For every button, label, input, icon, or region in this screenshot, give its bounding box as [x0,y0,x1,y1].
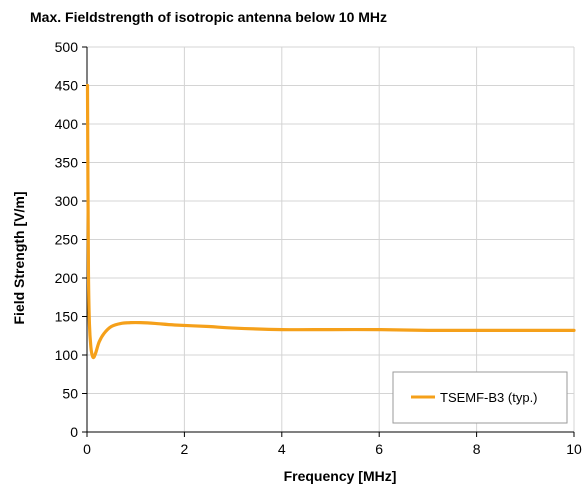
x-tick-label: 4 [278,441,286,457]
y-tick-label: 200 [55,270,79,286]
y-axis-label: Field Strength [V/m] [11,192,27,325]
x-tick-labels: 0 2 4 6 8 10 [83,441,582,457]
y-tick-label: 100 [55,347,79,363]
legend-entry-label: TSEMF-B3 (typ.) [440,390,538,405]
x-tick-label: 0 [83,441,91,457]
x-tick-label: 10 [566,441,582,457]
x-axis-label: Frequency [MHz] [284,468,397,484]
chart-title: Max. Fieldstrength of isotropic antenna … [30,9,388,25]
series-layer [85,83,576,360]
y-tick-label: 0 [70,424,78,440]
y-tick-labels: 0 50 100 150 200 250 300 350 400 450 500 [55,39,79,440]
y-tick-label: 250 [55,232,79,248]
x-tick-label: 6 [375,441,383,457]
y-tick-label: 50 [62,386,78,402]
y-tick-label: 350 [55,155,79,171]
series-line [85,83,576,360]
y-tick-label: 150 [55,309,79,325]
x-tick-label: 8 [473,441,481,457]
y-tick-label: 300 [55,193,79,209]
y-tick-label: 400 [55,116,79,132]
y-tick-label: 500 [55,39,79,55]
legend: TSEMF-B3 (typ.) [392,371,568,424]
y-tick-label: 450 [55,78,79,94]
x-tick-label: 2 [181,441,189,457]
